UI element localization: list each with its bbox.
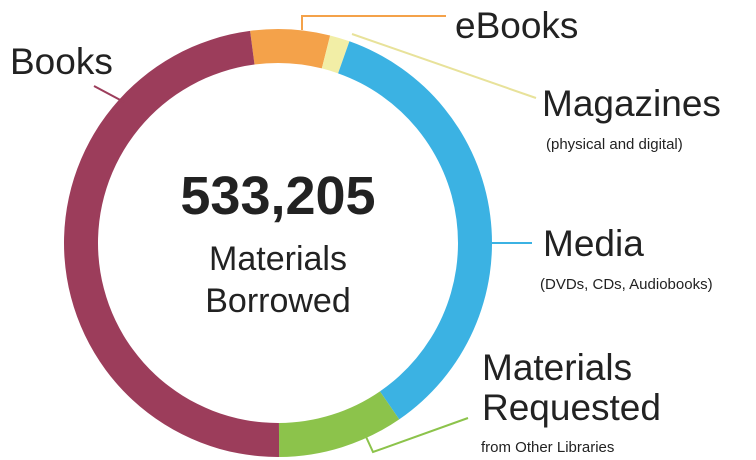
donut-segment [278, 391, 400, 457]
category-label: eBooks [455, 5, 579, 46]
leader-line [351, 33, 537, 99]
leader-line [361, 417, 469, 454]
category-label: Magazines [542, 83, 721, 124]
category-label: Media [543, 223, 644, 264]
donut-segment [250, 29, 331, 69]
category-note: (physical and digital) [546, 136, 683, 153]
category-label: Materials Requested [482, 347, 661, 428]
category-note: from Other Libraries [481, 439, 615, 456]
category-note: (DVDs, CDs, Audiobooks) [540, 276, 713, 293]
donut-segment [321, 35, 350, 74]
leader-line [93, 85, 125, 103]
leader-line [301, 15, 446, 30]
donut-segment [64, 30, 280, 458]
chart-title: 533,205 [180, 166, 376, 226]
category-label: Books [10, 41, 113, 82]
donut-segment [338, 41, 492, 420]
chart-subtitle: Materials Borrowed [205, 240, 351, 320]
